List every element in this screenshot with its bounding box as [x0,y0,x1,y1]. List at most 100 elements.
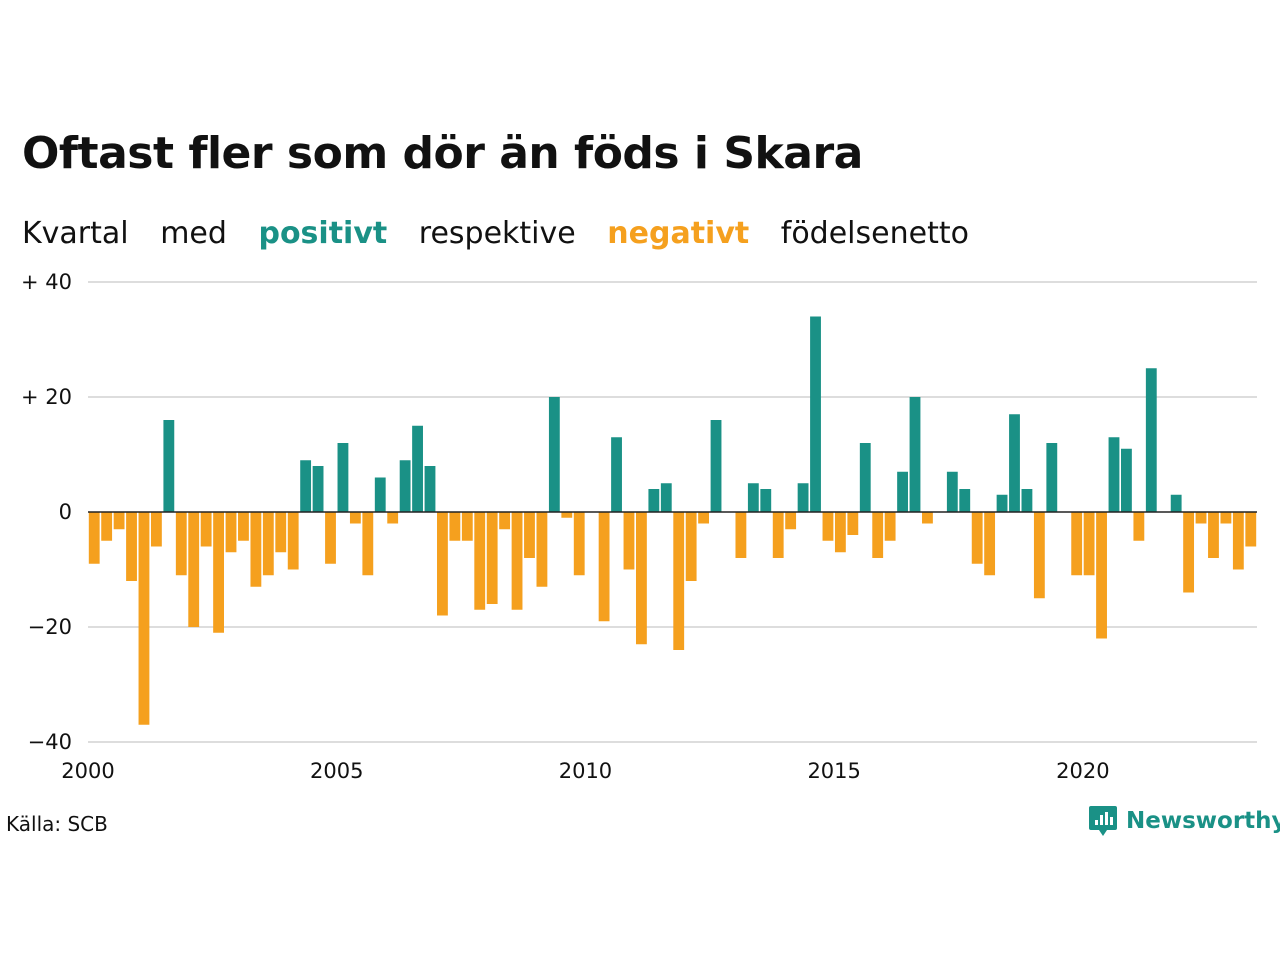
bar [884,512,896,541]
bar [1245,512,1257,547]
bar [1208,512,1219,558]
bar [486,512,498,604]
bar [499,512,511,530]
bars [88,316,1257,725]
bar [847,512,859,535]
bar [188,512,200,627]
bar [213,512,224,633]
bar [1108,437,1120,512]
bar [760,489,772,512]
subtitle-word-fodelsenetto: födelsenetto [780,216,969,251]
bar [262,512,274,576]
brand-name: Newsworthy [1126,808,1280,834]
y-tick-label: 0 [59,500,72,524]
bar [449,512,461,541]
bar [984,512,996,576]
subtitle-word-respektive: respektive [418,216,576,251]
bar [946,471,958,512]
bar [1170,494,1182,512]
chart-title: Oftast fler som dör än föds i Skara [22,128,863,179]
x-tick-label: 2015 [807,759,860,783]
bar-chart: + 40 + 20 0 −20 −40 2000 2005 2010 2015 2020 [21,270,1257,783]
bar [349,512,361,524]
bar [325,512,336,564]
bar [623,512,635,570]
bar [200,512,212,547]
bar [822,512,834,541]
bar [1046,443,1058,512]
bar [573,512,585,576]
subtitle-negative-label: negativt [607,216,750,251]
bar [536,512,548,587]
bar [797,483,809,512]
bar [1071,512,1083,576]
bar [238,512,249,541]
bar [312,466,324,512]
bar [113,512,125,530]
bar [138,512,150,725]
bar [461,512,473,541]
bar [524,512,535,558]
bar [648,489,660,512]
bar [859,443,871,512]
bar [810,316,821,512]
bar [1021,489,1033,512]
y-axis-labels: + 40 + 20 0 −20 −40 [21,270,72,754]
subtitle-word-med: med [160,216,227,251]
bar [747,483,759,512]
newsworthy-logo-icon [1089,806,1117,836]
brand-logo: Newsworthy [1088,804,1280,838]
bar [362,512,374,576]
bar [971,512,983,564]
bar [772,512,784,558]
bar [399,460,411,512]
bar [660,483,672,512]
bar [735,512,747,558]
bar [1195,512,1207,524]
bar [1220,512,1232,524]
bar [163,420,175,512]
x-axis-labels: 2000 2005 2010 2015 2020 [61,759,1109,783]
bar [150,512,162,547]
bar [225,512,237,553]
bar [872,512,884,558]
x-tick-label: 2020 [1056,759,1109,783]
bar [685,512,697,581]
y-tick-label: −40 [28,730,72,754]
subtitle-word-kvartal: Kvartal [22,216,129,251]
bar [1033,512,1045,599]
bar [834,512,846,553]
bar [1121,448,1132,512]
bar [424,466,436,512]
bar [611,437,622,512]
bar [374,477,386,512]
subtitle-positive-label: positivt [258,216,388,251]
grid-lines [88,281,1257,743]
bar [698,512,710,524]
bar [1096,512,1107,639]
bar [548,397,560,512]
bar [785,512,797,530]
bar [710,420,722,512]
bar [897,471,908,512]
bar [126,512,137,581]
bar [959,489,971,512]
chart-subtitle: Kvartal med positivt respektive negativt… [22,216,991,251]
bar [101,512,113,541]
bar [511,512,523,610]
bar [996,494,1008,512]
bar [175,512,187,576]
bar [275,512,287,553]
bar [561,512,573,518]
x-tick-label: 2005 [310,759,363,783]
bar [300,460,312,512]
y-tick-label: + 20 [21,385,72,409]
source-note: Källa: SCB [6,812,108,836]
bar [287,512,299,570]
bar [1133,512,1145,541]
bar [1183,512,1195,593]
bar [387,512,399,524]
bar [337,443,349,512]
bar [909,397,921,512]
x-tick-label: 2010 [559,759,612,783]
